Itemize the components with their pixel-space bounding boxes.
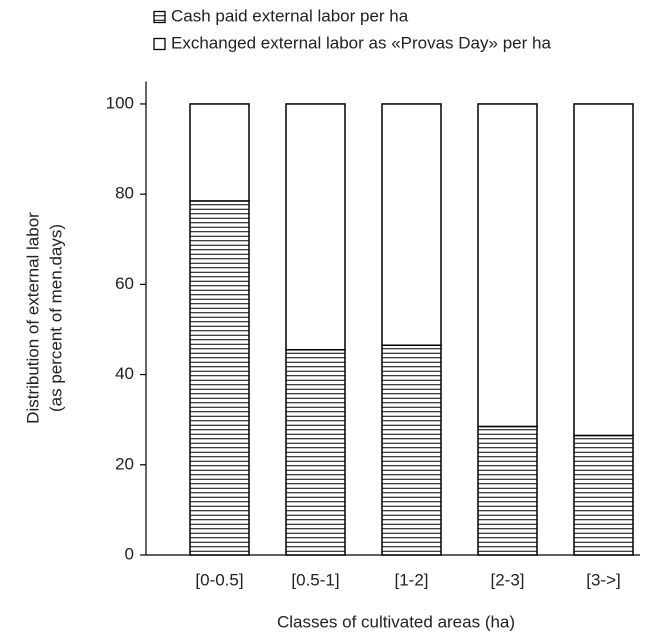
bar-segment xyxy=(285,349,346,556)
y-tick-label: 100 xyxy=(106,93,134,112)
legend-label: Cash paid external labor per ha xyxy=(171,6,409,25)
legend-label: Exchanged external labor as «Provas Day»… xyxy=(171,33,551,52)
bar-segment xyxy=(285,103,346,351)
x-axis-label: Classes of cultivated areas (ha) xyxy=(277,612,515,631)
bar-segment xyxy=(189,103,250,202)
x-tick-label: [0-0.5] xyxy=(195,570,243,589)
y-axis-label-line: Distribution of external labor xyxy=(23,212,42,424)
y-tick-label: 80 xyxy=(115,184,134,203)
bar-segment xyxy=(573,103,634,437)
bar-segment xyxy=(477,425,538,556)
legend-swatch xyxy=(153,37,166,51)
legend-swatch xyxy=(153,10,166,24)
x-tick-label: [1-2] xyxy=(394,570,428,589)
y-tick-label: 20 xyxy=(115,454,134,473)
bar-segment xyxy=(381,344,442,556)
bar-segment xyxy=(189,200,250,556)
y-tick-label: 60 xyxy=(115,274,134,293)
bar-segment xyxy=(573,434,634,556)
x-tick-label: [3->] xyxy=(586,570,621,589)
x-tick-label: [0.5-1] xyxy=(291,570,339,589)
bar-segment xyxy=(381,103,442,347)
y-tick-label: 40 xyxy=(115,364,134,383)
y-axis-label-line: (as percent of men.days) xyxy=(46,224,65,412)
y-axis-label: Distribution of external labor (as perce… xyxy=(23,212,65,424)
y-tick-label: 0 xyxy=(125,544,134,563)
x-tick-label: [2-3] xyxy=(490,570,524,589)
bar-segment xyxy=(477,103,538,428)
